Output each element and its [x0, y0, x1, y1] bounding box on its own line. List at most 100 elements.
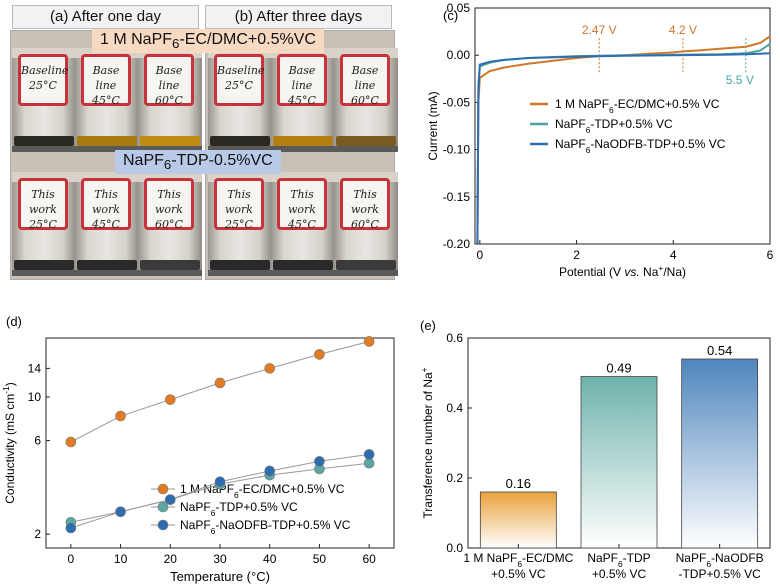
vial-cap — [334, 172, 398, 182]
vial-base — [334, 146, 398, 152]
vial-baseline-day3-1: Baseline 25°C — [208, 48, 272, 152]
chart-d-point — [363, 449, 375, 460]
vial-base — [208, 270, 272, 276]
vial-thiswork-day1-2: This work 45°C — [75, 172, 139, 276]
chart-e-value-label: 0.16 — [506, 476, 531, 491]
vial-cap — [334, 48, 398, 58]
chart-e-category-label: 1 M NaPF6-EC/DMC — [463, 551, 573, 569]
banner-baseline-text: 1 M NaPF6-EC/DMC+0.5%VC — [100, 31, 316, 52]
chart-c-xtick-label: 2 — [573, 248, 580, 262]
vial-baseline-day1-1: Baseline 25°C — [12, 48, 76, 152]
vial-base — [138, 270, 202, 276]
chart-c-xlabel: Potential (V vs. Na+/Na) — [559, 263, 686, 279]
chart-d-point — [314, 349, 325, 360]
photo-title-b: (b) After three days — [205, 5, 392, 29]
chart-e-bar — [681, 358, 759, 549]
chart-e-ylabel: Transference number of Na+ — [419, 367, 435, 518]
chart-c-annotation-label: 2.47 V — [582, 23, 617, 37]
chart-d-point — [164, 394, 176, 405]
vial-label: This work 45°C — [277, 178, 327, 231]
banner-this-work-text: NaPF6-TDP-0.5%VC — [123, 152, 273, 173]
chart-d-ytick-label: 6 — [34, 434, 41, 448]
vial-cap — [75, 172, 139, 182]
chart-e-category-label: NaPF6-NaODFB — [676, 551, 764, 569]
vial-liquid — [336, 136, 396, 146]
chart-c-ytick-label: -0.20 — [443, 237, 471, 251]
chart-d-xtick-label: 10 — [114, 552, 128, 566]
chart-d-point — [115, 410, 126, 422]
vial-cap — [12, 48, 76, 58]
vial-liquid — [140, 260, 200, 270]
chart-d-point — [363, 336, 375, 347]
chart-c-ytick-label: 0.00 — [447, 48, 471, 62]
vial-liquid — [14, 136, 74, 146]
chart-e-ytick-label: 0.6 — [446, 331, 463, 345]
chart-c-ytick-label: -0.10 — [443, 143, 471, 157]
vial-liquid — [77, 136, 137, 146]
chart-e-panel-label: (e) — [420, 318, 436, 333]
chart-d-series-line — [70, 341, 370, 443]
chart-e-ytick-label: 0.0 — [446, 541, 463, 555]
vial-base — [271, 270, 335, 276]
chart-c-frame — [474, 7, 771, 245]
chart-d-point — [115, 506, 126, 518]
vial-cap — [271, 172, 335, 182]
chart-c-xtick-label: 4 — [670, 248, 677, 262]
chart-d-point — [264, 465, 276, 477]
chart-d-legend-marker — [157, 519, 169, 531]
vial-base — [138, 146, 202, 152]
vial-cap — [12, 172, 76, 182]
vial-label: Baseline 25°C — [18, 54, 68, 106]
chart-e-ytick-label: 0.4 — [446, 401, 463, 415]
vial-baseline-day3-3: Base line 60°C — [334, 48, 398, 152]
chart-d-point — [314, 456, 325, 467]
chart-e-value-label: 0.54 — [707, 343, 732, 358]
vial-thiswork-day1-3: This work 60°C — [138, 172, 202, 276]
vial-liquid — [14, 260, 74, 270]
chart-d-xtick-label: 30 — [213, 552, 227, 566]
chart-d-legend-marker — [157, 501, 169, 513]
chart-d-ytick-label: 2 — [34, 527, 41, 541]
chart-c-ylabel: Current (mA) — [426, 91, 440, 160]
vial-label: Baseline 25°C — [214, 54, 264, 106]
chart-e-ytick-label: 0.2 — [446, 471, 463, 485]
chart-c-legend-label: 1 M NaPF6-EC/DMC+0.5% VC — [555, 97, 720, 115]
vial-label: This work 45°C — [81, 178, 131, 231]
chart-c-series-line — [476, 52, 771, 245]
chart-c-annotation-label: 5.5 V — [726, 73, 754, 87]
vial-base — [12, 146, 76, 152]
vial-cap — [138, 172, 202, 182]
chart-d-xtick-label: 40 — [263, 552, 277, 566]
chart-e-value-label: 0.49 — [606, 361, 631, 376]
chart-d-point — [65, 522, 77, 534]
chart-d-xtick-label: 0 — [68, 552, 75, 566]
photo-title-a: (a) After one day — [12, 5, 199, 29]
vial-base — [75, 270, 139, 276]
chart-c-ytick-label: -0.15 — [443, 190, 471, 204]
vial-liquid — [77, 260, 137, 270]
vial-cap — [208, 172, 272, 182]
chart-d-legend-label: NaPF6-TDP+0.5% VC — [180, 500, 298, 518]
banner-this-work: NaPF6-TDP-0.5%VC — [115, 150, 281, 175]
vial-liquid — [210, 136, 270, 146]
chart-d-point — [164, 494, 176, 505]
vial-base — [12, 270, 76, 276]
chart-d-xtick-label: 50 — [313, 552, 327, 566]
vial-thiswork-day3-3: This work 60°C — [334, 172, 398, 276]
chart-e-bar — [580, 376, 658, 549]
vial-base — [208, 146, 272, 152]
vial-label: This work 25°C — [18, 178, 68, 231]
vial-base — [271, 146, 335, 152]
chart-c-ytick-label: -0.05 — [443, 95, 471, 109]
chart-d-ytick-label: 14 — [28, 361, 42, 375]
vial-liquid — [336, 260, 396, 270]
chart-d-ylabel: Conductivity (mS cm-1) — [1, 382, 17, 503]
vial-liquid — [273, 260, 333, 270]
vial-base — [75, 146, 139, 152]
chart-d-legend-label: NaPF6-NaODFB-TDP+0.5% VC — [180, 518, 351, 536]
chart-c-annotation-label: 4.2 V — [669, 23, 697, 37]
chart-d-xtick-label: 20 — [164, 552, 178, 566]
chart-d-legend-marker — [157, 483, 169, 495]
chart-d-point — [65, 436, 77, 448]
